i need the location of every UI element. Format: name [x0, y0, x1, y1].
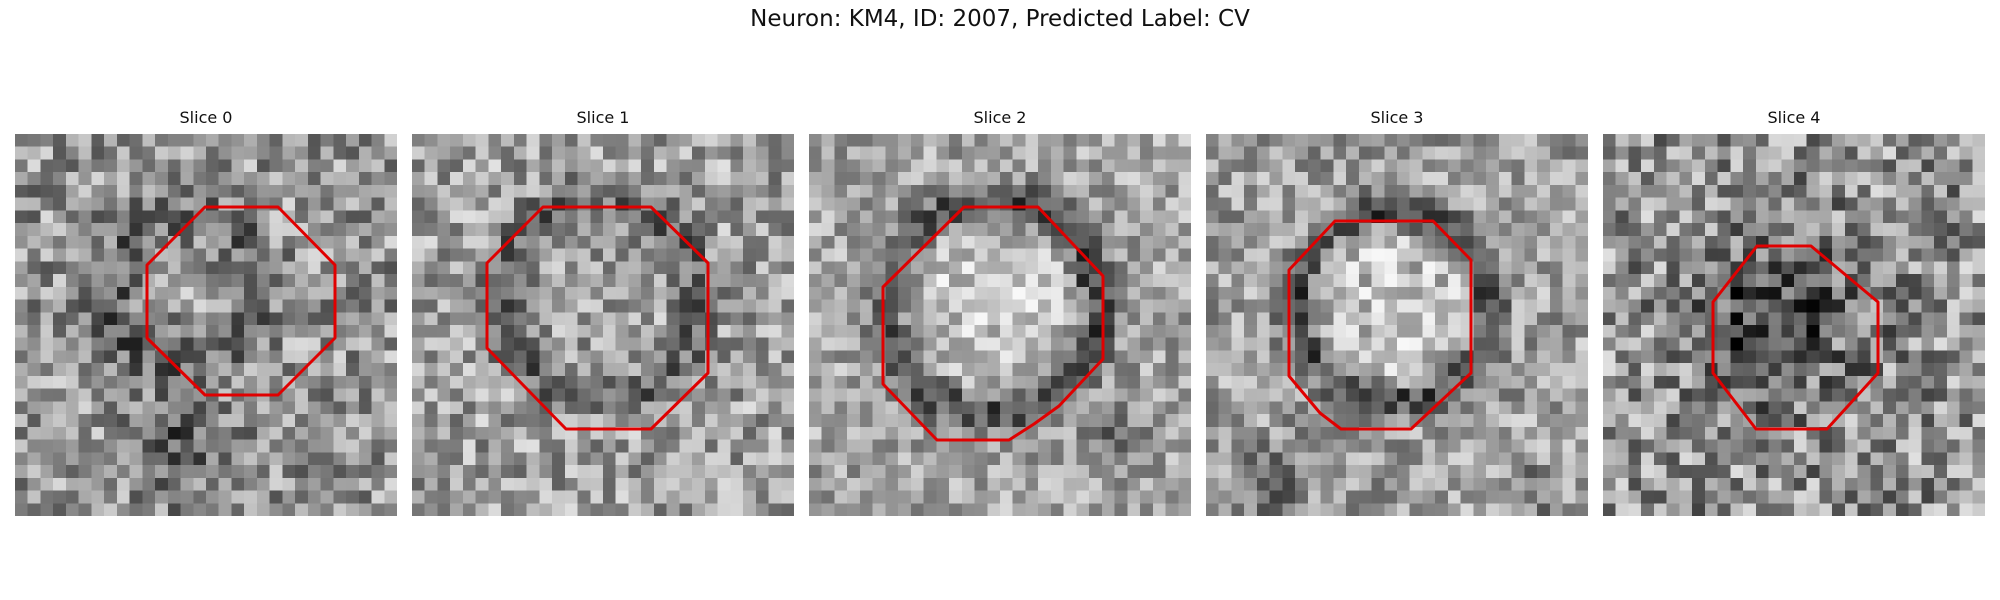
slice-image [1206, 134, 1588, 516]
slice-title: Slice 2 [973, 108, 1027, 127]
slice-title: Slice 0 [179, 108, 233, 127]
figure-title: Neuron: KM4, ID: 2007, Predicted Label: … [750, 6, 1250, 32]
slice-image [412, 134, 794, 516]
slice-image [1603, 134, 1985, 516]
slice-image [809, 134, 1191, 516]
slice-title: Slice 3 [1370, 108, 1424, 127]
slice-title: Slice 4 [1767, 108, 1821, 127]
slice-image [15, 134, 397, 516]
slice-title: Slice 1 [576, 108, 630, 127]
